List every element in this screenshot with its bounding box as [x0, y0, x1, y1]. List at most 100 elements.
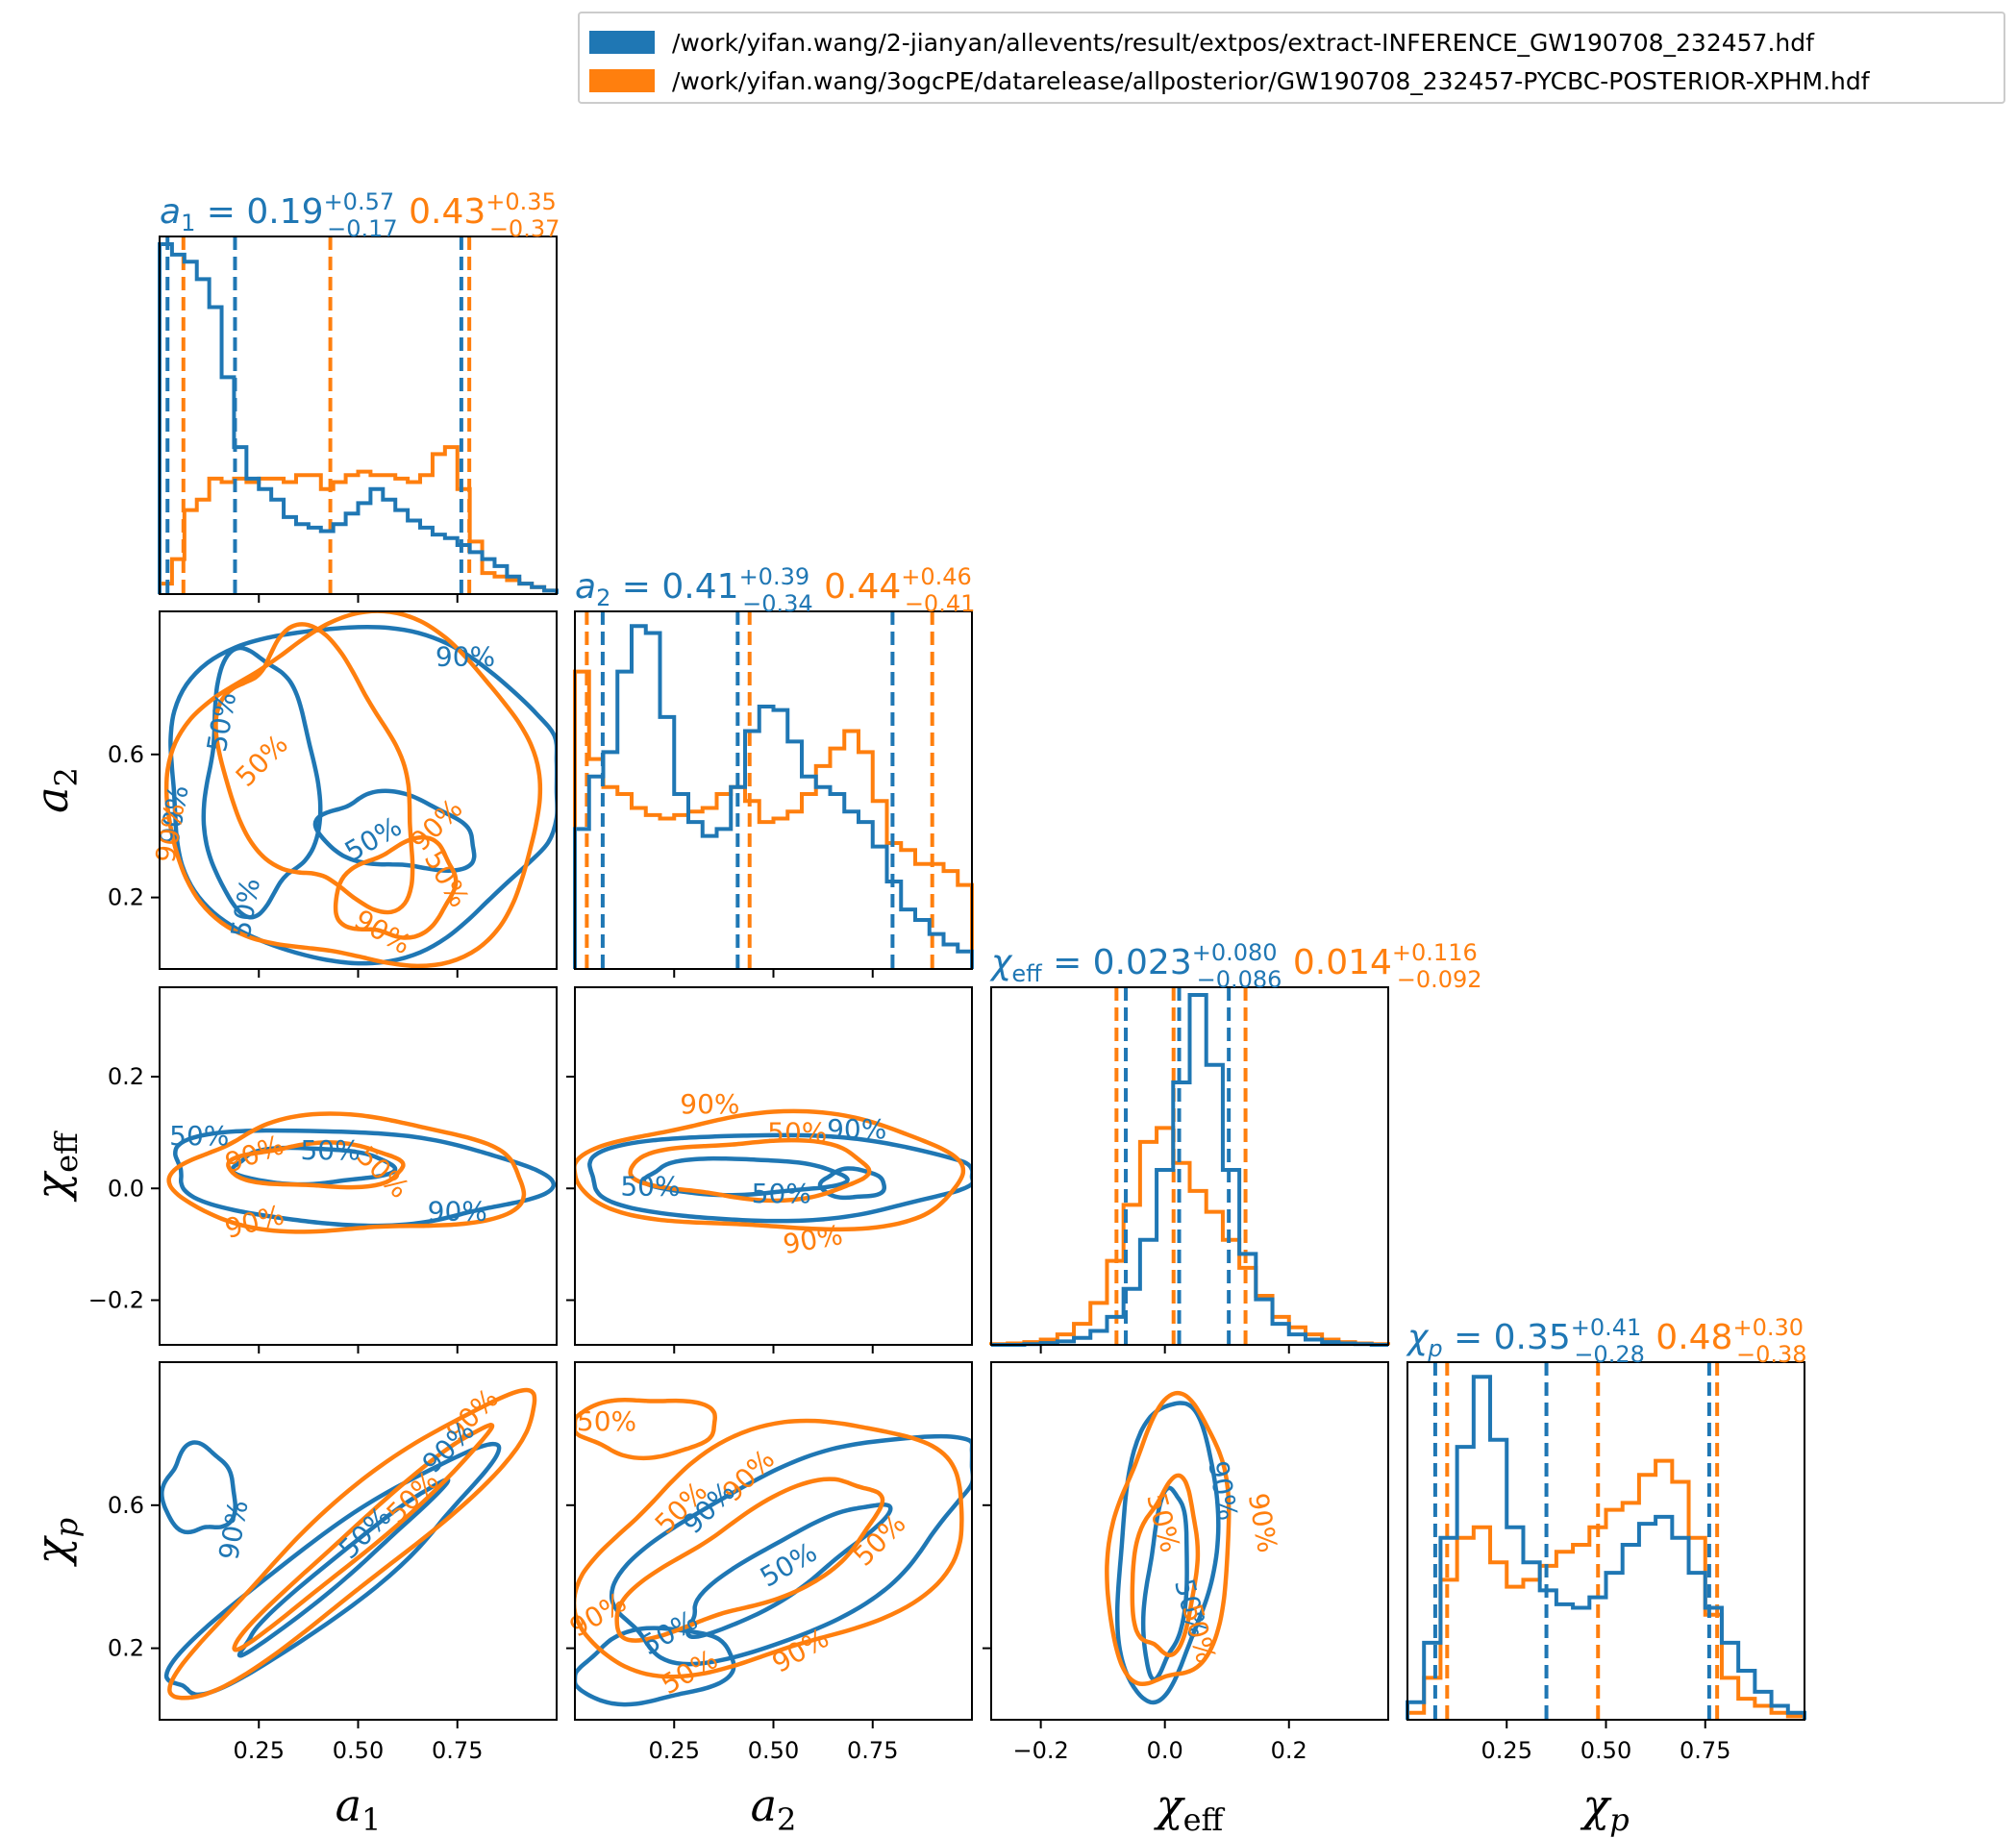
hist-orange-chi_eff	[989, 1126, 1390, 1347]
contour-panel-a1-a2: 90%50%50%50%90%50%90%50%90%90%	[149, 610, 558, 970]
contour-label-orange-7: 50%	[418, 845, 476, 912]
hist-blue-a1	[158, 242, 559, 594]
xlabel-a2: a2	[751, 1779, 797, 1838]
ytick-label-chi_eff: 0.0	[108, 1175, 144, 1202]
ylabel-chi_p: χp	[26, 1518, 85, 1567]
ytick-label-a2: 0.6	[108, 741, 144, 768]
axes-frame-a2	[574, 610, 973, 970]
contour-panel-a2-chi_eff: 90%50% 90%50% 50%90%	[574, 986, 973, 1346]
xlabel-chi_eff: χeff	[1154, 1779, 1226, 1838]
hist-panel-a2: a2 = 0.41+0.39 −0.34 0.44+0.46 −0.41	[573, 563, 975, 970]
xtick-label-chi_eff: 0.0	[1147, 1737, 1183, 1764]
xtick-label-chi_eff: −0.2	[1012, 1737, 1068, 1764]
hist-panel-chi_eff: χeff = 0.023+0.080 −0.086 0.014+0.116 −0.0…	[989, 939, 1482, 1347]
contour-label-orange-1: 50%	[767, 1117, 827, 1149]
xtick-label-chi_p: 0.50	[1580, 1737, 1631, 1764]
contour-blue-1	[641, 1155, 850, 1198]
contour-orange-5	[575, 1398, 717, 1461]
contour-label-blue-2: 50%	[300, 1134, 360, 1166]
hist-title-chi_eff: χeff = 0.023+0.080 −0.086 0.014+0.116 −0.0…	[989, 939, 1482, 993]
contour-panel-a1-chi_p: 90%90%50%50%90%	[159, 1361, 558, 1721]
hist-title-chi_p: χp = 0.35+0.41 −0.28 0.48+0.30 −0.38	[1406, 1314, 1807, 1368]
contour-orange-3	[1130, 1473, 1201, 1658]
contour-label-orange-9: 90%	[766, 1622, 834, 1679]
contour-label-orange-5: 50%	[847, 1507, 911, 1572]
hist-blue-chi_eff	[991, 993, 1388, 1347]
legend-swatch-blue	[589, 31, 655, 54]
hist-orange-chi_p	[1406, 1458, 1806, 1720]
contour-orange-4	[628, 1137, 872, 1204]
contour-orange-4	[213, 622, 415, 915]
contour-orange-3	[575, 1108, 966, 1232]
legend-item-orange: /work/yifan.wang/3ogcPE/datarelease/allp…	[589, 63, 1870, 98]
hist-title-a2: a2 = 0.41+0.39 −0.34 0.44+0.46 −0.41	[575, 563, 975, 617]
hist-blue-chi_p	[1406, 1375, 1806, 1720]
xtick-label-chi_p: 0.25	[1481, 1737, 1532, 1764]
contour-orange-3	[226, 1140, 406, 1190]
axes-frame-chi_eff	[990, 986, 1389, 1346]
contour-blue-2	[575, 1626, 736, 1707]
contour-blue-1	[236, 1477, 451, 1658]
contour-orange-2	[166, 1111, 527, 1234]
contour-label-blue-4: 90%	[212, 1498, 254, 1562]
contour-orange-3	[167, 1387, 537, 1701]
xlabel-a1: a1	[336, 1779, 382, 1838]
contour-orange-2	[1105, 1390, 1232, 1687]
hist-orange-a1	[158, 445, 559, 594]
contour-orange-3	[575, 1418, 964, 1679]
contour-label-orange-5: 50%	[230, 729, 294, 793]
xlabel-chi_p: χp	[1580, 1779, 1629, 1838]
contour-label-orange-5: 90%	[781, 1219, 845, 1260]
contour-label-blue-0: 90%	[436, 640, 495, 672]
xtick-label-a2: 0.25	[649, 1737, 700, 1764]
contour-label-blue-2: 90%	[827, 1113, 886, 1145]
contour-label-orange-1: 90%	[1242, 1491, 1283, 1555]
contour-label-orange-6: 90%	[404, 792, 468, 857]
ylabel-a2: a2	[26, 767, 85, 813]
contour-orange-3	[163, 611, 543, 969]
contour-blue-2	[312, 788, 477, 873]
axes-frame-chi_eff-chi_p	[990, 1361, 1389, 1721]
legend: /work/yifan.wang/2-jianyan/allevents/res…	[578, 12, 2005, 104]
contour-label-blue-0: 50%	[169, 1120, 229, 1152]
legend-label-orange: /work/yifan.wang/3ogcPE/datarelease/allp…	[672, 66, 1870, 95]
contour-panel-chi_eff-chi_p: 90%90%50%50%50%	[990, 1361, 1389, 1721]
ytick-label-a2: 0.2	[108, 884, 144, 911]
legend-item-blue: /work/yifan.wang/2-jianyan/allevents/res…	[589, 25, 1814, 60]
hist-blue-a2	[573, 624, 974, 969]
axes-frame-a1	[159, 236, 558, 595]
xtick-label-a1: 0.75	[432, 1737, 483, 1764]
contour-label-orange-3: 50%	[351, 1140, 415, 1205]
contour-label-blue-3: 50%	[620, 1170, 680, 1202]
contour-panel-a1-chi_eff: 50%90% 50%50%90%90%	[159, 986, 558, 1346]
xtick-label-chi_eff: 0.2	[1271, 1737, 1307, 1764]
xtick-label-a1: 0.25	[234, 1737, 285, 1764]
contour-label-blue-4: 90%	[428, 1195, 487, 1227]
ytick-label-chi_eff: 0.2	[108, 1063, 144, 1090]
legend-label-blue: /work/yifan.wang/2-jianyan/allevents/res…	[672, 28, 1814, 57]
contour-label-orange-9: 90%	[149, 801, 190, 865]
contour-label-orange-0: 90%	[680, 1088, 739, 1120]
contour-blue-0	[1114, 1401, 1221, 1705]
xtick-label-a2: 0.75	[847, 1737, 898, 1764]
contour-blue-1	[230, 1145, 398, 1187]
contour-panel-a2-chi_p: 50%90%50%90%50% 50%90% 50%50% 90%	[564, 1361, 973, 1721]
contour-orange-4	[232, 1423, 495, 1652]
xtick-label-chi_p: 0.75	[1680, 1737, 1730, 1764]
contour-blue-1	[201, 645, 323, 920]
contour-blue-0	[163, 1441, 502, 1698]
ytick-label-chi_eff: −0.2	[88, 1287, 144, 1314]
contour-label-orange-0: 50%	[577, 1405, 636, 1437]
axes-frame-chi_p	[1406, 1361, 1805, 1721]
ytick-label-chi_p: 0.6	[108, 1492, 144, 1519]
xtick-label-a2: 0.50	[748, 1737, 799, 1764]
hist-orange-a2	[573, 669, 974, 969]
contour-blue-2	[160, 1440, 237, 1535]
ytick-label-chi_p: 0.2	[108, 1635, 144, 1662]
contour-label-blue-4: 50%	[752, 1178, 811, 1209]
contour-orange-4	[614, 1477, 885, 1643]
xtick-label-a1: 0.50	[333, 1737, 384, 1764]
hist-panel-chi_p: χp = 0.35+0.41 −0.28 0.48+0.30 −0.38	[1406, 1314, 1807, 1721]
legend-swatch-orange	[589, 69, 655, 92]
